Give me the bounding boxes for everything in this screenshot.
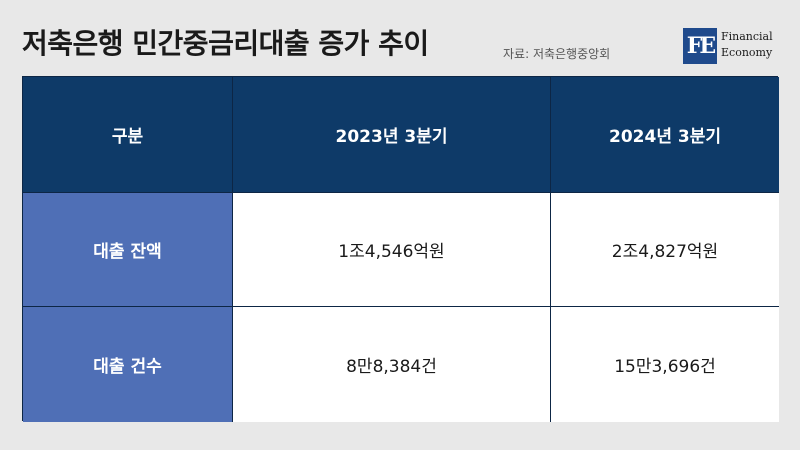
logo: FE Financial Economy [683,28,783,64]
column-header-2024q3: 2024년 3분기 [551,77,779,193]
data-table: 구분 2023년 3분기 2024년 3분기 대출 잔액 1조4,546억원 2… [22,76,779,422]
logo-mark: FE [683,28,717,64]
column-header-2023q3: 2023년 3분기 [233,77,551,193]
column-header-category: 구분 [23,77,233,193]
cell-loan-count-2023q3: 8만8,384건 [233,307,551,422]
row-header-loan-count: 대출 건수 [23,307,233,422]
logo-line-2: Economy [721,46,773,59]
cell-loan-balance-2023q3: 1조4,546억원 [233,193,551,307]
source-note: 자료: 저축은행중앙회 [503,47,611,61]
header: 저축은행 민간중금리대출 증가 추이 자료: 저축은행중앙회 FE Financ… [0,0,800,76]
logo-text: Financial Economy [721,29,773,61]
cell-loan-count-2024q3: 15만3,696건 [551,307,779,422]
cell-loan-balance-2024q3: 2조4,827억원 [551,193,779,307]
row-header-loan-balance: 대출 잔액 [23,193,233,307]
logo-line-1: Financial [721,30,773,43]
page-title: 저축은행 민간중금리대출 증가 추이 [22,27,429,60]
